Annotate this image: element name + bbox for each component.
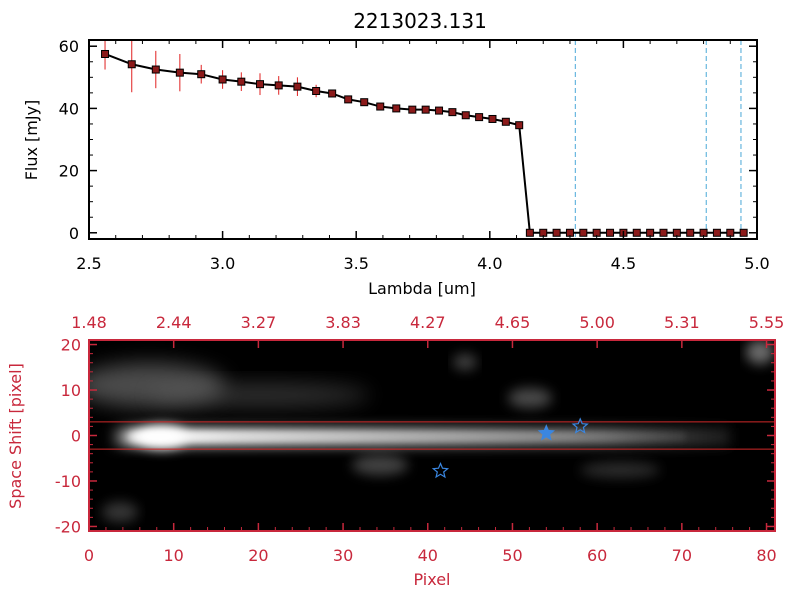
x-tick-label: 40 bbox=[418, 546, 438, 565]
vlines-group bbox=[574, 40, 742, 239]
top-tick-label: 2.44 bbox=[156, 313, 192, 332]
y-tick-label: 20 bbox=[61, 336, 81, 355]
bottom-axes-ticks: 0 10 20 30 40 50 60 70 80 1.48 2.44 3.27 3.83 4.27 4.6… bbox=[55, 313, 784, 565]
y-tick-label: 0 bbox=[69, 224, 79, 243]
data-point bbox=[312, 86, 321, 95]
diffuse-blob bbox=[102, 502, 138, 522]
y-tick-label: -20 bbox=[55, 517, 81, 536]
x-tick-label: 0 bbox=[84, 546, 94, 565]
data-point bbox=[421, 105, 430, 114]
bottom-y-axis-label: Space Shift [pixel] bbox=[6, 363, 25, 509]
x-tick-label: 20 bbox=[248, 546, 268, 565]
bright-source bbox=[138, 426, 186, 448]
spectrum-image: 0 10 20 30 40 50 60 70 80 1.48 2.44 3.27 3.83 4.27 4.6… bbox=[55, 313, 784, 565]
star-marker bbox=[571, 417, 589, 434]
data-point bbox=[328, 89, 337, 98]
data-point bbox=[579, 228, 588, 237]
data-point bbox=[488, 114, 497, 123]
top-tick-label: 5.31 bbox=[664, 313, 700, 332]
data-point bbox=[101, 49, 110, 58]
data-point bbox=[448, 108, 457, 117]
x-tick-label: 3.5 bbox=[343, 254, 368, 273]
top-tick-label: 5.00 bbox=[579, 313, 615, 332]
data-point bbox=[606, 228, 615, 237]
data-point bbox=[435, 106, 444, 115]
x-axis-label: Lambda [um] bbox=[368, 279, 476, 298]
x-tick-label: 50 bbox=[502, 546, 522, 565]
data-point bbox=[376, 102, 385, 111]
data-point bbox=[632, 228, 641, 237]
data-point bbox=[461, 111, 470, 120]
y-axis-label: Flux [mJy] bbox=[22, 100, 41, 181]
extraction-band bbox=[89, 421, 775, 450]
x-tick-label: 80 bbox=[756, 546, 776, 565]
y-tick-label: 10 bbox=[61, 381, 81, 400]
data-point bbox=[237, 77, 246, 86]
diffuse-blob bbox=[746, 340, 774, 364]
y-tick-label: 40 bbox=[59, 99, 79, 118]
x-tick-label: 30 bbox=[333, 546, 353, 565]
data-point bbox=[712, 228, 721, 237]
top-axes-ticks: 2.5 3.0 3.5 4.0 4.5 5.0 0 20 40 60 bbox=[59, 37, 770, 273]
flux-plot: 2.5 3.0 3.5 4.0 4.5 5.0 0 20 40 60 bbox=[59, 37, 770, 273]
diffuse-blob bbox=[580, 462, 660, 478]
data-point bbox=[515, 121, 524, 130]
diffuse-blob bbox=[453, 354, 477, 370]
data-point bbox=[151, 65, 160, 74]
bottom-x-axis-label: Pixel bbox=[413, 570, 450, 589]
x-tick-label: 70 bbox=[672, 546, 692, 565]
data-point bbox=[127, 60, 136, 69]
x-tick-label: 4.0 bbox=[477, 254, 502, 273]
data-point bbox=[360, 98, 369, 107]
data-point bbox=[293, 82, 302, 91]
diffuse-blob bbox=[150, 383, 370, 407]
y-tick-label: 60 bbox=[59, 37, 79, 56]
top-tick-label: 3.27 bbox=[241, 313, 277, 332]
top-axes-frame bbox=[88, 39, 758, 240]
data-point bbox=[475, 113, 484, 122]
data-point bbox=[501, 117, 510, 126]
data-point bbox=[197, 70, 206, 79]
star-marker bbox=[431, 461, 450, 479]
data-point bbox=[274, 81, 283, 90]
top-tick-label: 4.27 bbox=[410, 313, 446, 332]
data-point bbox=[256, 80, 265, 89]
chart-title: 2213023.131 bbox=[353, 9, 487, 33]
stars-group bbox=[431, 417, 589, 479]
data-point bbox=[392, 104, 401, 113]
y-tick-label: 0 bbox=[71, 427, 81, 446]
y-tick-label: 20 bbox=[59, 162, 79, 181]
data-point bbox=[344, 95, 353, 104]
spectral-trace-core bbox=[125, 432, 685, 441]
x-tick-label: 2.5 bbox=[76, 254, 101, 273]
x-tick-label: 3.0 bbox=[210, 254, 235, 273]
diffuse-blob bbox=[508, 388, 552, 408]
data-point bbox=[408, 105, 417, 114]
x-tick-label: 10 bbox=[164, 546, 184, 565]
markers-group bbox=[101, 49, 748, 237]
diffuse-blob bbox=[352, 455, 408, 475]
star-marker bbox=[537, 424, 555, 441]
top-tick-label: 3.83 bbox=[325, 313, 361, 332]
data-point bbox=[552, 228, 561, 237]
top-tick-label: 4.65 bbox=[495, 313, 531, 332]
data-point bbox=[659, 228, 668, 237]
data-point bbox=[739, 228, 748, 237]
y-tick-label: -10 bbox=[55, 472, 81, 491]
data-point bbox=[686, 228, 695, 237]
top-tick-label: 1.48 bbox=[71, 313, 107, 332]
x-tick-label: 5.0 bbox=[744, 254, 769, 273]
data-point bbox=[218, 75, 227, 84]
top-tick-label: 5.55 bbox=[749, 313, 785, 332]
data-point bbox=[175, 68, 184, 77]
x-tick-label: 60 bbox=[587, 546, 607, 565]
data-point bbox=[525, 228, 534, 237]
x-tick-label: 4.5 bbox=[611, 254, 636, 273]
